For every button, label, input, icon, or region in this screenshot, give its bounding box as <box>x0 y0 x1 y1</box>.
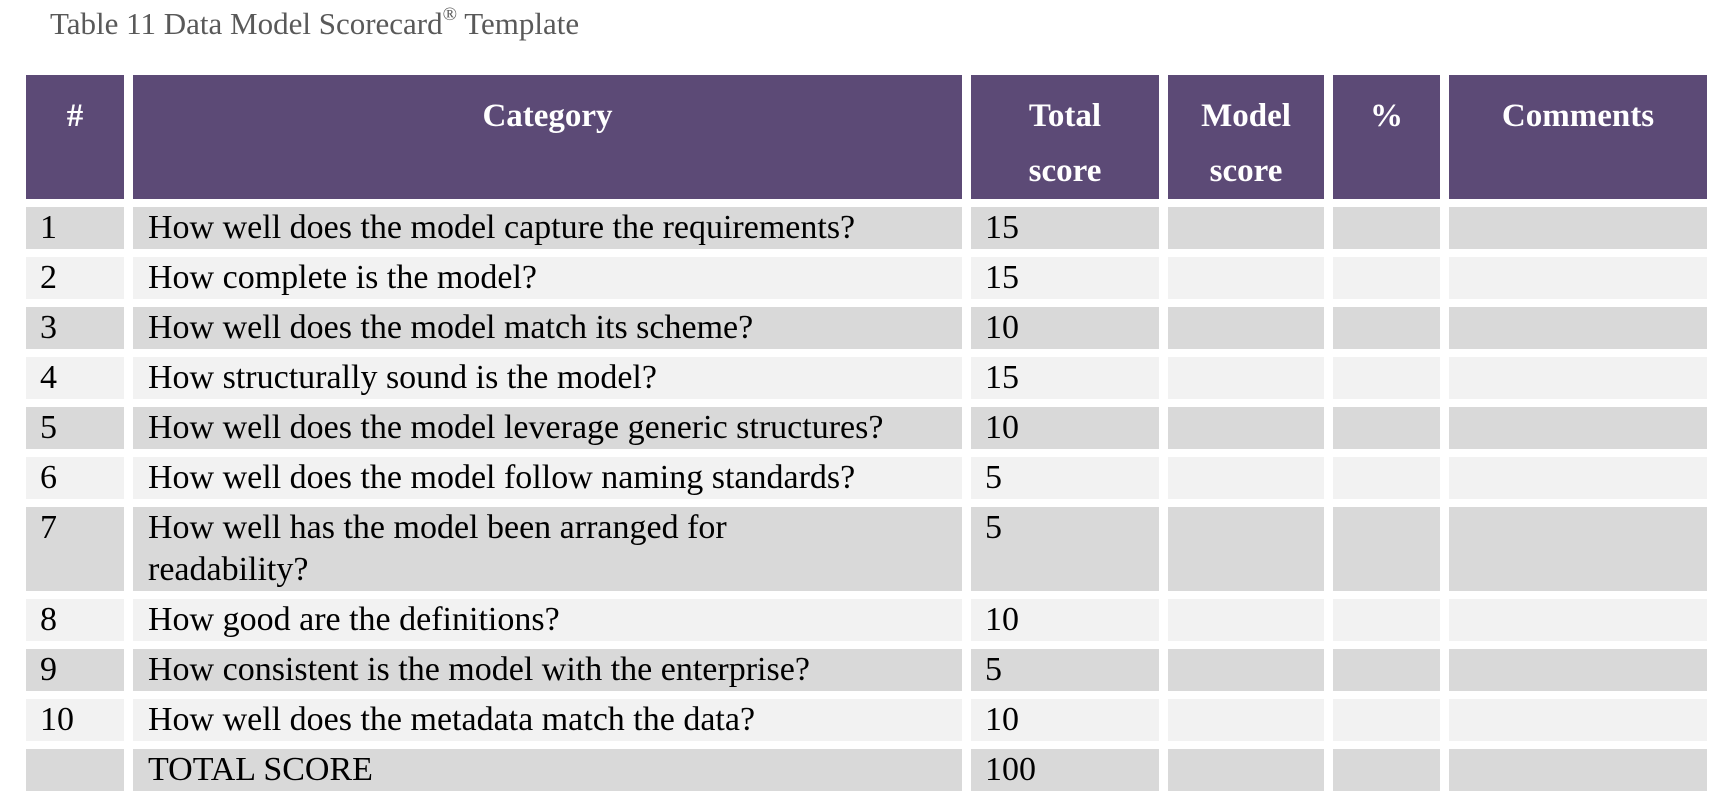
row-category-line1: How well has the model been arranged for <box>148 509 727 546</box>
row-comments[interactable] <box>1449 599 1707 641</box>
row-total-score: 5 <box>971 649 1159 691</box>
row-category: How well does the model leverage generic… <box>133 407 962 449</box>
header-comments: Comments <box>1449 75 1707 199</box>
table-caption: Table 11 Data Model Scorecard® Template <box>50 2 579 46</box>
row-category: How well does the model follow naming st… <box>133 457 962 499</box>
caption-suffix: Template <box>457 6 580 41</box>
header-model-score: Model score <box>1168 75 1324 199</box>
header-percent: % <box>1333 75 1440 199</box>
row-percent[interactable] <box>1333 599 1440 641</box>
total-row-total-score: 100 <box>971 749 1159 791</box>
row-num: 5 <box>26 407 124 449</box>
total-row-comments[interactable] <box>1449 749 1707 791</box>
row-total-score: 10 <box>971 699 1159 741</box>
row-model-score[interactable] <box>1168 599 1324 641</box>
header-total-line2: score <box>1028 153 1102 189</box>
row-category-line2: readability? <box>148 551 309 588</box>
row-comments[interactable] <box>1449 307 1707 349</box>
total-row-label: TOTAL SCORE <box>133 749 962 791</box>
header-total-line1: Total <box>1028 98 1102 134</box>
caption-text: Table 11 Data Model Scorecard <box>50 6 443 41</box>
row-category: How consistent is the model with the ent… <box>133 649 962 691</box>
row-percent[interactable] <box>1333 307 1440 349</box>
row-comments[interactable] <box>1449 649 1707 691</box>
row-total-score: 10 <box>971 599 1159 641</box>
row-model-score[interactable] <box>1168 407 1324 449</box>
row-model-score[interactable] <box>1168 507 1324 591</box>
row-model-score[interactable] <box>1168 457 1324 499</box>
header-model-line1: Model <box>1201 98 1291 134</box>
header-model-line2: score <box>1209 153 1283 189</box>
total-row-model-score[interactable] <box>1168 749 1324 791</box>
row-comments[interactable] <box>1449 407 1707 449</box>
table-row: 6 How well does the model follow naming … <box>26 457 1707 499</box>
table-row: 7 How well has the model been arranged f… <box>26 507 1707 591</box>
table-row: 10 How well does the metadata match the … <box>26 699 1707 741</box>
row-category: How well does the metadata match the dat… <box>133 699 962 741</box>
table-row: 9 How consistent is the model with the e… <box>26 649 1707 691</box>
row-num: 7 <box>26 507 124 591</box>
row-comments[interactable] <box>1449 507 1707 591</box>
row-comments[interactable] <box>1449 207 1707 249</box>
table-row: 8 How good are the definitions? 10 <box>26 599 1707 641</box>
row-comments[interactable] <box>1449 457 1707 499</box>
total-row-percent[interactable] <box>1333 749 1440 791</box>
header-total-score: Total score <box>971 75 1159 199</box>
row-category: How structurally sound is the model? <box>133 357 962 399</box>
row-comments[interactable] <box>1449 257 1707 299</box>
table-row: 5 How well does the model leverage gener… <box>26 407 1707 449</box>
row-category: How well has the model been arranged for… <box>133 507 962 591</box>
row-total-score: 10 <box>971 407 1159 449</box>
row-total-score: 5 <box>971 507 1159 591</box>
table-row: 3 How well does the model match its sche… <box>26 307 1707 349</box>
row-num: 2 <box>26 257 124 299</box>
row-total-score: 15 <box>971 257 1159 299</box>
row-num: 3 <box>26 307 124 349</box>
row-category: How well does the model capture the requ… <box>133 207 962 249</box>
row-total-score: 15 <box>971 207 1159 249</box>
row-num: 1 <box>26 207 124 249</box>
row-model-score[interactable] <box>1168 207 1324 249</box>
row-category: How good are the definitions? <box>133 599 962 641</box>
row-model-score[interactable] <box>1168 649 1324 691</box>
row-percent[interactable] <box>1333 407 1440 449</box>
row-percent[interactable] <box>1333 457 1440 499</box>
row-num: 4 <box>26 357 124 399</box>
row-category: How complete is the model? <box>133 257 962 299</box>
table-row: 2 How complete is the model? 15 <box>26 257 1707 299</box>
row-comments[interactable] <box>1449 357 1707 399</box>
row-model-score[interactable] <box>1168 307 1324 349</box>
row-total-score: 15 <box>971 357 1159 399</box>
row-num: 6 <box>26 457 124 499</box>
header-category: Category <box>133 75 962 199</box>
row-num: 10 <box>26 699 124 741</box>
row-percent[interactable] <box>1333 357 1440 399</box>
row-num: 8 <box>26 599 124 641</box>
row-category: How well does the model match its scheme… <box>133 307 962 349</box>
registered-mark: ® <box>442 4 458 25</box>
row-total-score: 10 <box>971 307 1159 349</box>
table-row: 4 How structurally sound is the model? 1… <box>26 357 1707 399</box>
row-comments[interactable] <box>1449 699 1707 741</box>
scorecard-table: # Category Total score Model score % Comme… <box>17 67 1716 799</box>
row-percent[interactable] <box>1333 207 1440 249</box>
header-row: # Category Total score Model score % Comme… <box>26 75 1707 199</box>
row-percent[interactable] <box>1333 507 1440 591</box>
row-percent[interactable] <box>1333 257 1440 299</box>
row-model-score[interactable] <box>1168 257 1324 299</box>
total-row-num <box>26 749 124 791</box>
table-row: 1 How well does the model capture the re… <box>26 207 1707 249</box>
row-total-score: 5 <box>971 457 1159 499</box>
row-model-score[interactable] <box>1168 357 1324 399</box>
row-percent[interactable] <box>1333 699 1440 741</box>
row-model-score[interactable] <box>1168 699 1324 741</box>
total-row: TOTAL SCORE 100 <box>26 749 1707 791</box>
row-num: 9 <box>26 649 124 691</box>
row-percent[interactable] <box>1333 649 1440 691</box>
header-num: # <box>26 75 124 199</box>
